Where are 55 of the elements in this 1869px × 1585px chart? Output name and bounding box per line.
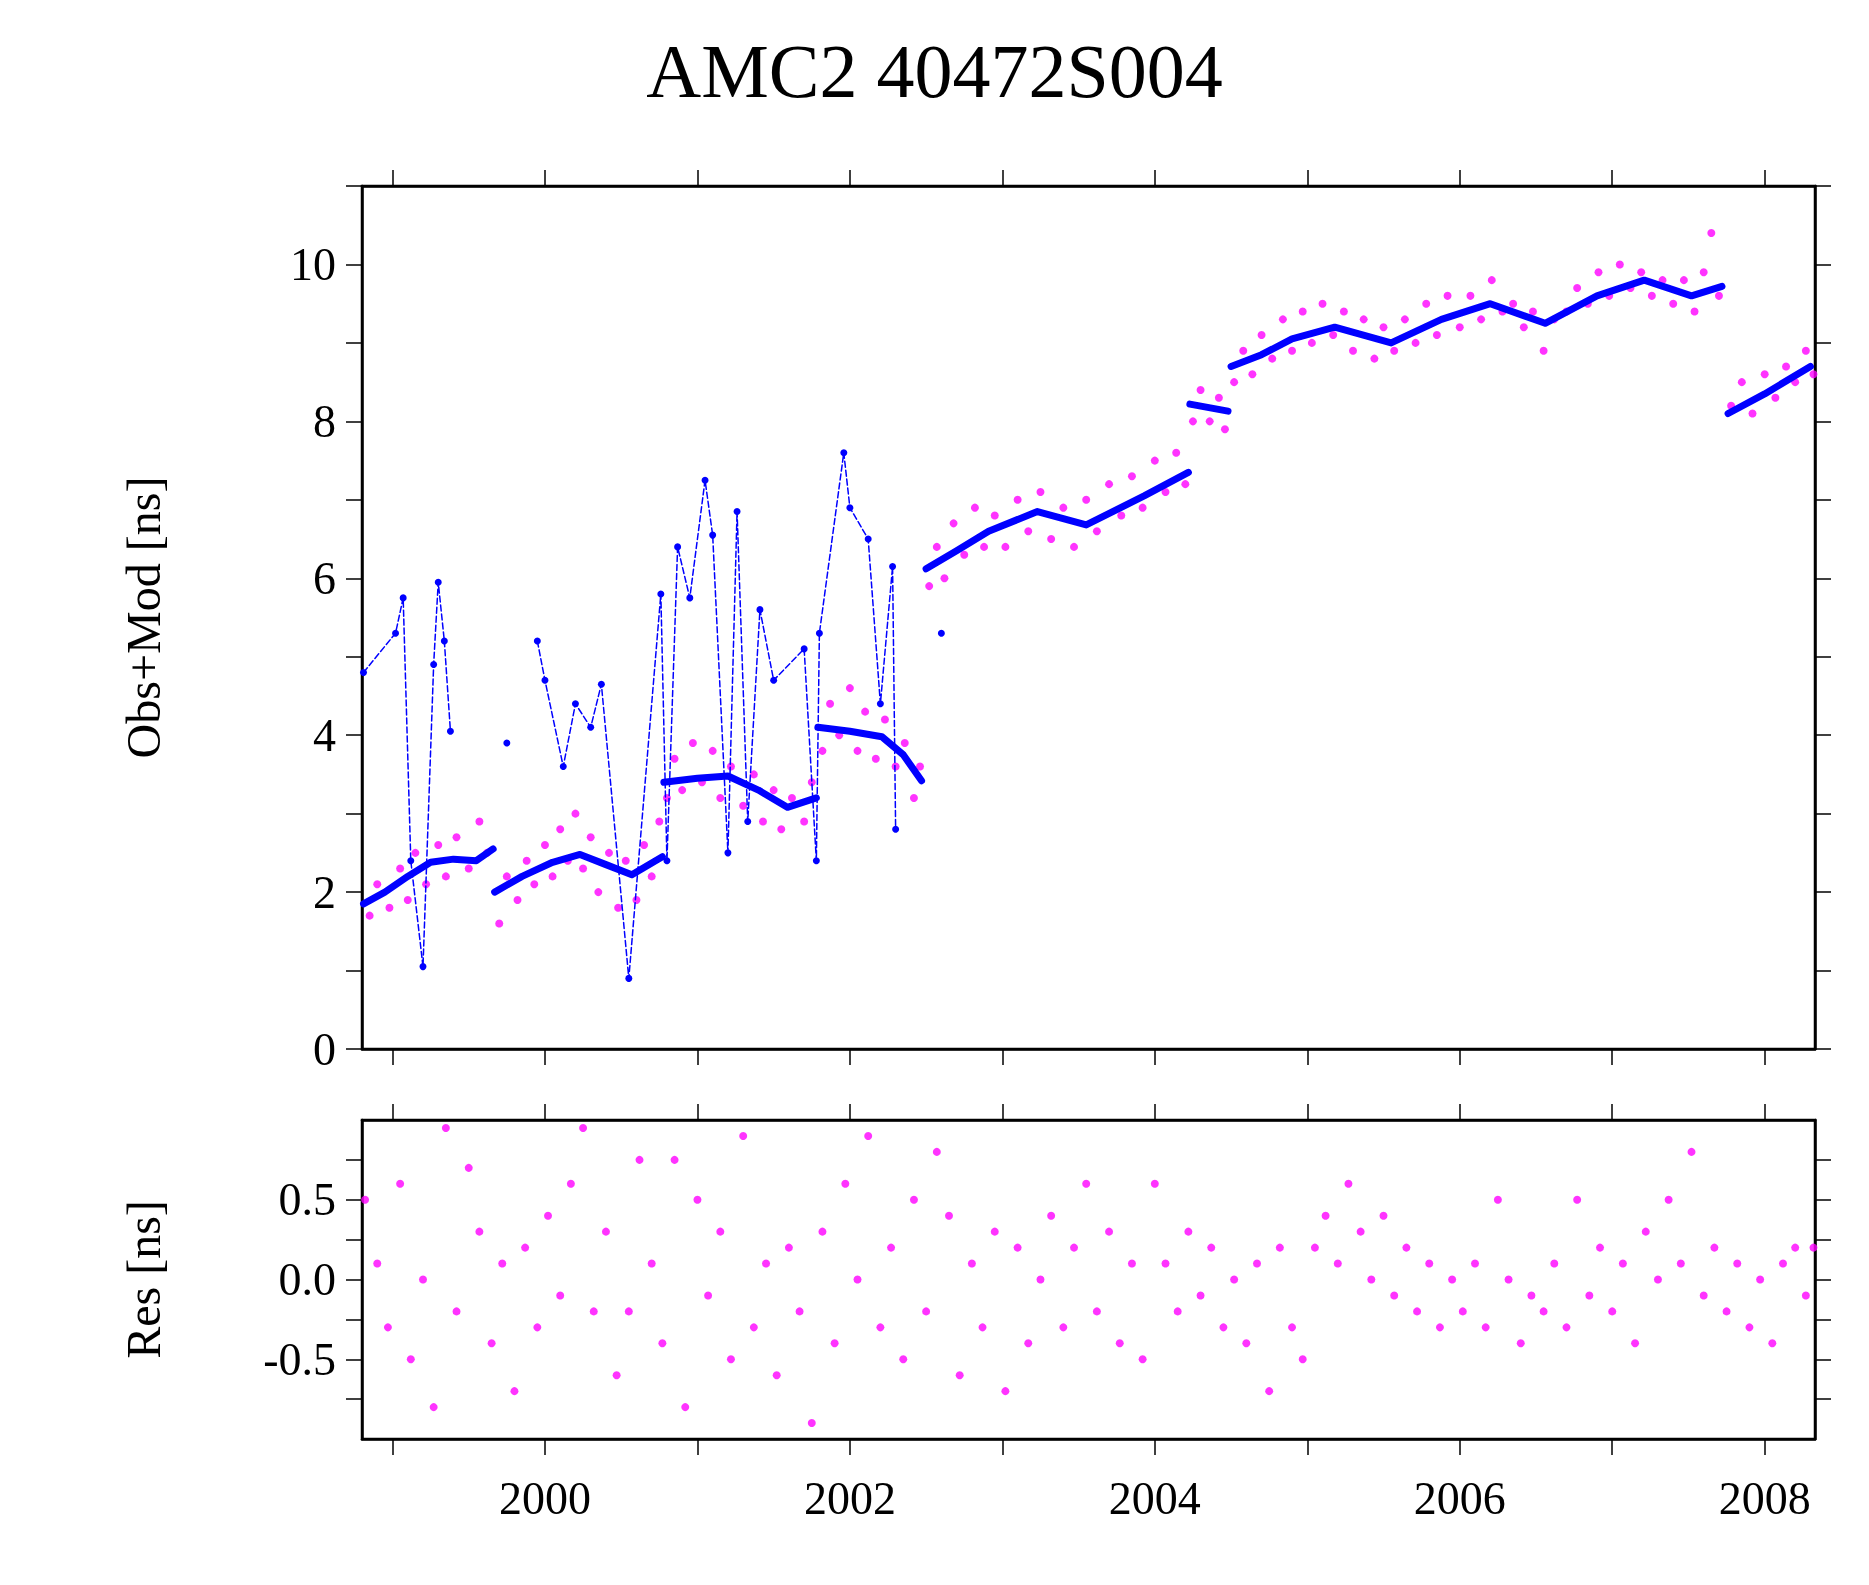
point [663, 857, 671, 865]
point [559, 763, 567, 771]
point [686, 594, 694, 602]
point [840, 449, 848, 457]
y-tick-label: -0.5 [263, 1333, 336, 1385]
point [756, 606, 764, 614]
point [533, 637, 541, 645]
y-tick-label: 4 [313, 709, 336, 761]
point [846, 504, 854, 512]
x-tick-label: 2004 [1108, 1472, 1201, 1524]
y-tick-label: 0 [313, 1023, 336, 1075]
y-tick-label: 6 [313, 552, 336, 604]
point [770, 676, 778, 684]
y-tick-label: 0.5 [278, 1174, 336, 1226]
point [733, 508, 741, 516]
y-tick-label: 10 [290, 238, 336, 290]
point [876, 700, 884, 708]
point [597, 680, 605, 688]
point [625, 974, 633, 982]
point [815, 629, 823, 637]
point [864, 535, 872, 543]
x-tick-label: 2000 [498, 1472, 591, 1524]
point [571, 700, 579, 708]
x-tick-label: 2008 [1718, 1472, 1811, 1524]
point [430, 661, 438, 669]
point [399, 594, 407, 602]
x-tick-label: 2006 [1413, 1472, 1506, 1524]
point [892, 825, 900, 833]
point [434, 578, 442, 586]
point [503, 739, 511, 747]
point [937, 629, 945, 637]
chart-title: AMC2 40472S004 [646, 29, 1223, 113]
point [674, 543, 682, 551]
point [419, 963, 427, 971]
y-axis-title: Obs+Mod [ns] [116, 476, 170, 759]
point [587, 723, 595, 731]
point [440, 637, 448, 645]
x-tick-label: 2002 [803, 1472, 896, 1524]
point [701, 476, 709, 484]
point [407, 857, 415, 865]
point [446, 727, 454, 735]
y-axis-title: Res [ns] [116, 1200, 170, 1359]
point [724, 849, 732, 857]
point [800, 645, 808, 653]
point [709, 531, 717, 539]
point [744, 817, 752, 825]
y-tick-label: 2 [313, 866, 336, 918]
point [812, 857, 820, 865]
y-tick-label: 0.0 [278, 1254, 336, 1305]
y-tick-label: 8 [313, 395, 336, 447]
point [889, 563, 897, 570]
point [657, 590, 665, 598]
point [541, 676, 549, 684]
point [392, 629, 400, 637]
point [360, 668, 368, 676]
